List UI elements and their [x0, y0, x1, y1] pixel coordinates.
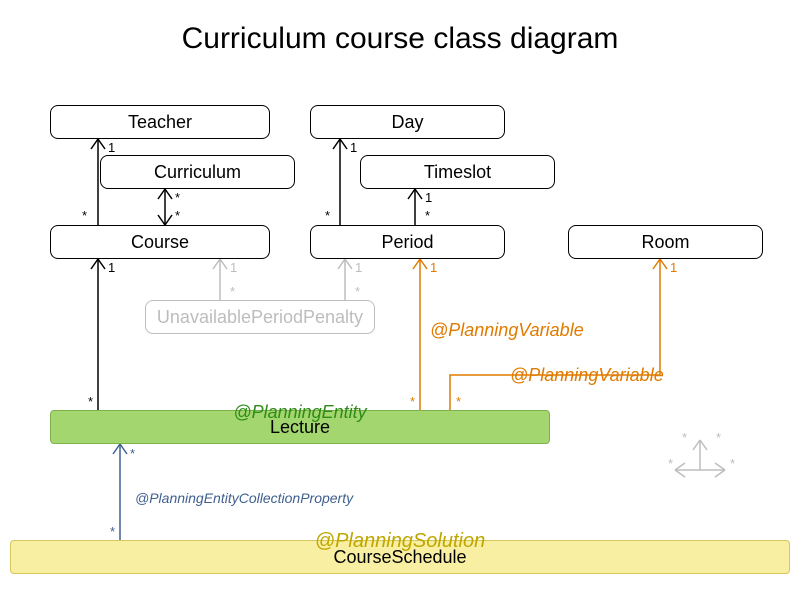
edges-layer: * 1 * * * 1 * 1 * 1 * 1 * 1 * 1 * 1 * * * * * * — [0, 0, 800, 600]
annotation-planning_solution: @PlanningSolution — [315, 530, 485, 553]
svg-text:*: * — [175, 208, 180, 223]
class-box-label: Day — [391, 112, 423, 133]
class-box-penalty: UnavailablePeriodPenalty — [145, 300, 375, 334]
svg-text:1: 1 — [355, 260, 362, 275]
svg-text:*: * — [325, 208, 330, 223]
annotation-planning_var_2: @PlanningVariable — [510, 365, 664, 386]
class-box-day: Day — [310, 105, 505, 139]
class-box-curriculum: Curriculum — [100, 155, 295, 189]
class-box-label: Room — [641, 232, 689, 253]
class-box-timeslot: Timeslot — [360, 155, 555, 189]
annotation-planning_entity: @PlanningEntity — [233, 402, 366, 423]
svg-text:*: * — [456, 394, 461, 409]
svg-text:*: * — [425, 208, 430, 223]
class-box-room: Room — [568, 225, 763, 259]
class-box-label: Period — [381, 232, 433, 253]
diagram-title: Curriculum course class diagram — [0, 22, 800, 56]
svg-text:*: * — [110, 524, 115, 539]
svg-text:1: 1 — [670, 260, 677, 275]
class-box-label: Curriculum — [154, 162, 241, 183]
svg-text:1: 1 — [430, 260, 437, 275]
svg-text:1: 1 — [425, 190, 432, 205]
class-box-label: Teacher — [128, 112, 192, 133]
svg-text:1: 1 — [108, 140, 115, 155]
svg-text:1: 1 — [230, 260, 237, 275]
class-box-label: Timeslot — [424, 162, 491, 183]
svg-text:*: * — [88, 394, 93, 409]
svg-text:*: * — [355, 284, 360, 299]
svg-text:*: * — [82, 208, 87, 223]
svg-text:*: * — [716, 430, 721, 445]
class-box-label: UnavailablePeriodPenalty — [157, 307, 363, 328]
svg-text:*: * — [730, 456, 735, 471]
decorative-arrows-icon: * * * * — [668, 430, 735, 477]
class-box-period: Period — [310, 225, 505, 259]
svg-text:*: * — [175, 190, 180, 205]
svg-text:*: * — [130, 446, 135, 461]
annotation-planning_var_1: @PlanningVariable — [430, 320, 584, 341]
svg-text:1: 1 — [108, 260, 115, 275]
svg-text:*: * — [682, 430, 687, 445]
class-box-label: Course — [131, 232, 189, 253]
class-box-teacher: Teacher — [50, 105, 270, 139]
svg-text:*: * — [410, 394, 415, 409]
class-box-course: Course — [50, 225, 270, 259]
annotation-planning_coll: @PlanningEntityCollectionProperty — [135, 490, 353, 506]
svg-text:*: * — [230, 284, 235, 299]
svg-text:1: 1 — [350, 140, 357, 155]
svg-text:*: * — [668, 456, 673, 471]
